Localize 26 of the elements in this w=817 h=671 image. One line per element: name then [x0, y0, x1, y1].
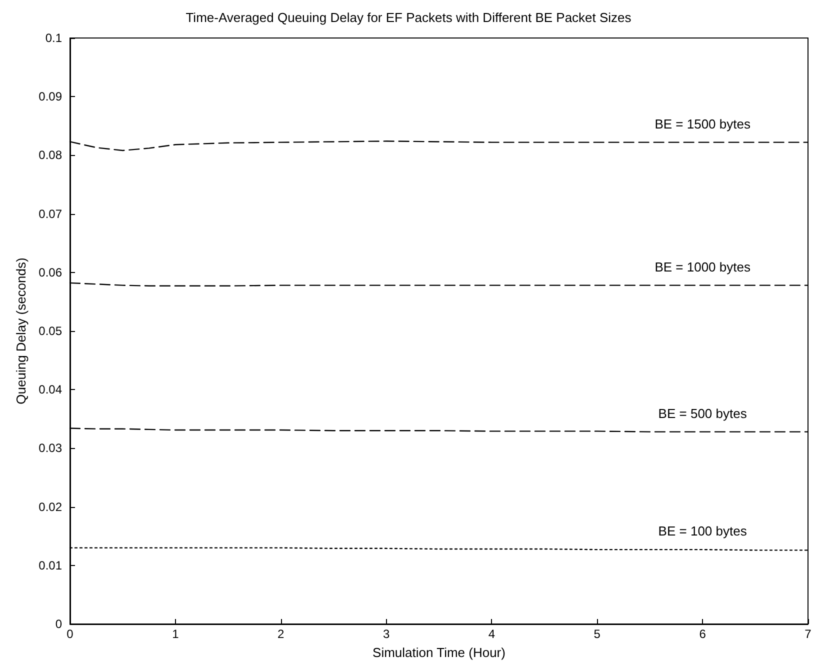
x-tick-label: 0 — [66, 627, 74, 641]
y-tick-label: 0.04 — [38, 382, 62, 397]
y-tick-label: 0.07 — [38, 206, 62, 221]
y-tick-label: 0.05 — [38, 324, 62, 338]
y-tick-label: 0 — [55, 617, 62, 631]
x-axis-title: Simulation Time (Hour) — [372, 645, 506, 660]
y-tick-label: 0.03 — [38, 441, 62, 456]
series-label: BE = 100 bytes — [658, 524, 748, 539]
chart-title: Time-Averaged Queuing Delay for EF Packets with Different BE Packet Sizes — [186, 10, 632, 25]
x-tick-label: 7 — [804, 627, 812, 641]
series-label: BE = 1500 bytes — [654, 116, 751, 132]
y-axis-title: Queuing Delay (seconds) — [14, 258, 29, 404]
x-tick-label: 3 — [382, 627, 390, 641]
x-tick-label: 6 — [699, 627, 706, 641]
y-tick-label: 0.1 — [45, 31, 62, 45]
x-tick-label: 4 — [488, 627, 496, 641]
y-tick-label: 0.01 — [38, 558, 62, 572]
y-tick-label: 0.02 — [38, 500, 62, 514]
x-tick-label: 5 — [594, 627, 601, 641]
x-tick-label: 2 — [278, 627, 285, 641]
series-label: BE = 500 bytes — [658, 406, 748, 421]
y-tick-label: 0.06 — [38, 265, 62, 280]
y-tick-label: 0.09 — [38, 90, 62, 104]
x-tick-label: 1 — [172, 627, 180, 641]
y-tick-label: 0.08 — [38, 148, 62, 162]
series-label: BE = 1000 bytes — [654, 259, 751, 274]
